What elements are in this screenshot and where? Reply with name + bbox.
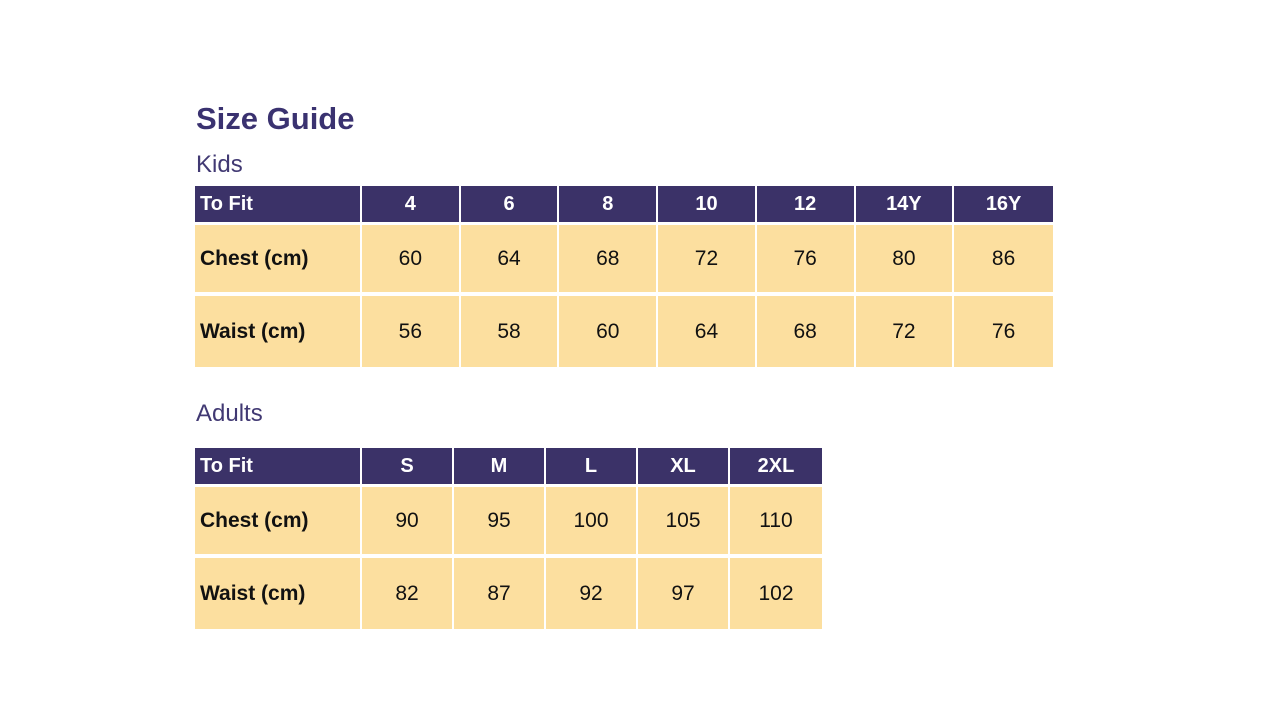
value-cell: 58 bbox=[460, 296, 560, 367]
value-cell: 97 bbox=[638, 558, 730, 629]
value-cell: 60 bbox=[559, 296, 659, 367]
header-cell-size: 6 bbox=[460, 186, 560, 225]
section-label-adults: Adults bbox=[196, 400, 263, 427]
header-cell-size: 16Y bbox=[954, 186, 1053, 225]
value-cell: 87 bbox=[454, 558, 546, 629]
value-cell: 64 bbox=[460, 225, 560, 296]
value-cell: 68 bbox=[756, 296, 856, 367]
value-cell: 102 bbox=[730, 558, 822, 629]
header-row: To Fit 4 6 8 10 12 14Y 16Y bbox=[195, 186, 1053, 225]
value-cell: 90 bbox=[362, 487, 454, 558]
value-cell: 76 bbox=[756, 225, 856, 296]
header-cell-size: 12 bbox=[756, 186, 856, 225]
value-cell: 110 bbox=[730, 487, 822, 558]
header-cell-size: XL bbox=[638, 448, 730, 487]
section-label-kids: Kids bbox=[196, 151, 243, 178]
header-cell-size: 4 bbox=[362, 186, 461, 225]
value-cell: 56 bbox=[362, 296, 461, 367]
value-cell: 80 bbox=[855, 225, 955, 296]
value-cell: 92 bbox=[546, 558, 638, 629]
value-cell: 95 bbox=[454, 487, 546, 558]
kids-size-table: To Fit 4 6 8 10 12 14Y 16Y Chest (cm) 60 64 68 72 76 8… bbox=[195, 186, 1053, 367]
value-cell: 82 bbox=[362, 558, 454, 629]
value-cell: 86 bbox=[954, 225, 1053, 296]
table-row: Chest (cm) 90 95 100 105 110 bbox=[195, 487, 822, 558]
header-cell-to-fit: To Fit bbox=[195, 448, 362, 487]
header-cell-size: L bbox=[546, 448, 638, 487]
header-cell-size: S bbox=[362, 448, 454, 487]
value-cell: 72 bbox=[658, 225, 757, 296]
table-row: Waist (cm) 56 58 60 64 68 72 76 bbox=[195, 296, 1053, 367]
header-cell-size: 8 bbox=[559, 186, 659, 225]
header-row: To Fit S M L XL 2XL bbox=[195, 448, 822, 487]
row-label-cell: Waist (cm) bbox=[195, 296, 362, 367]
value-cell: 100 bbox=[546, 487, 638, 558]
row-label-cell: Chest (cm) bbox=[195, 225, 362, 296]
header-cell-size: 14Y bbox=[855, 186, 955, 225]
row-label-cell: Chest (cm) bbox=[195, 487, 362, 558]
header-cell-size: 10 bbox=[658, 186, 757, 225]
table-row: Chest (cm) 60 64 68 72 76 80 86 bbox=[195, 225, 1053, 296]
value-cell: 76 bbox=[954, 296, 1053, 367]
value-cell: 72 bbox=[855, 296, 955, 367]
table-row: Waist (cm) 82 87 92 97 102 bbox=[195, 558, 822, 629]
header-cell-size: 2XL bbox=[730, 448, 822, 487]
page-title: Size Guide bbox=[196, 101, 355, 136]
header-cell-size: M bbox=[454, 448, 546, 487]
header-cell-to-fit: To Fit bbox=[195, 186, 362, 225]
row-label-cell: Waist (cm) bbox=[195, 558, 362, 629]
value-cell: 60 bbox=[362, 225, 461, 296]
value-cell: 64 bbox=[658, 296, 757, 367]
value-cell: 105 bbox=[638, 487, 730, 558]
value-cell: 68 bbox=[559, 225, 659, 296]
adults-size-table: To Fit S M L XL 2XL Chest (cm) 90 95 100 105 110 Wai… bbox=[195, 448, 822, 629]
